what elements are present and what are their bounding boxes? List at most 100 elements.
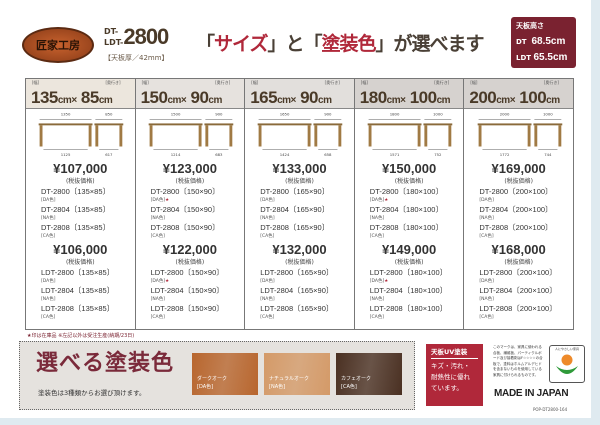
made-in-japan: MADE IN JAPAN [494,388,569,399]
color-code: [DA色] [41,198,56,203]
model-name: DT-2800〔165×90〕 [260,187,330,196]
times: × [290,95,297,106]
color-code: [DA色] [150,198,166,203]
times: × [509,95,516,106]
depth-value: 90 [190,88,209,107]
model-number: DT- LDT-2800 【天板厚／42mm】 [104,24,169,62]
dim-inner-depth: 744 [544,152,552,157]
model-name: DT-2804〔200×100〕 [479,205,553,214]
price-section: ¥107,000 (税抜価格) DT-2800〔135×85〕 [DA色] DT-28… [26,161,135,321]
tax-note: (税抜価格) [175,178,205,185]
width-value: 180 [359,88,387,107]
model-name: LDT-2808〔165×90〕 [260,304,334,313]
dim-inner-width: 1424 [280,152,290,157]
dim-depth: 900 [215,112,223,117]
thickness-note: 【天板厚／42mm】 [104,54,169,62]
stock-star-icon: ★ [165,279,170,284]
stock-star-icon: ★ [165,198,170,203]
height-dt-value: 68.5cm [531,36,566,47]
color-code: [CA色] [260,315,275,320]
depth-label: [奥行き] [324,80,340,85]
dim-width: 1800 [390,112,400,117]
dim-inner-width: 1571 [390,152,400,157]
depth-value: 90 [300,88,319,107]
color-code: [NA色] [41,216,56,221]
tax-note: (税抜価格) [65,178,95,185]
color-code: [CA色] [479,234,494,239]
size-column: [幅] [奥行き] 135cm× 85cm 1350 850 1125 617 … [26,79,136,329]
dt-model-item: DT-2804〔180×100〕 [NA色] [355,204,464,222]
color-code: [CA色] [150,315,165,320]
model-name: LDT-2808〔180×100〕 [369,304,448,313]
dt-model-item: DT-2800〔150×90〕 [DA色]★ [136,186,245,204]
model-name: LDT-2800〔180×100〕 [369,268,448,277]
stock-note: ★印は在庫品 ※左記以外は受注生産(納期/23日) [27,333,135,339]
ldt-price: ¥132,000 [272,242,327,257]
eco-leaf-icon [556,354,578,374]
size-header: [幅] [奥行き] 150cm× 90cm [135,79,245,111]
unit: cm [167,95,181,106]
model-name: LDT-2800〔200×100〕 [479,268,557,277]
dim-inner-width: 1772 [499,152,509,157]
dim-inner-depth: 683 [215,152,223,157]
model-name: DT-2804〔150×90〕 [150,205,220,214]
ldt-model-item: LDT-2800〔180×100〕 [DA色]★ [355,267,464,285]
ldt-price: ¥149,000 [381,242,437,257]
model-name: LDT-2804〔200×100〕 [479,286,557,295]
model-name: LDT-2804〔180×100〕 [369,286,448,295]
size-column: [幅] [奥行き] 150cm× 90cm 1500 900 1214 683 … [135,79,246,329]
uv-line: 耐熱性に優れ [431,373,470,381]
dt-model-item: DT-2808〔180×100〕 [CA色] [355,222,464,240]
height-title: 天板高さ [516,22,544,30]
dt-price: ¥123,000 [162,161,217,176]
dt-model-item: DT-2800〔200×100〕 [DA色] [464,186,573,204]
width-label: [幅] [141,80,149,85]
tax-note: (税抜価格) [285,178,314,185]
ldt-model-item: LDT-2804〔180×100〕 [NA色] [355,285,464,303]
color-code: [CA色] [260,234,275,239]
dt-model-item: DT-2804〔150×90〕 [NA色] [136,204,245,222]
color-code: [DA色] [41,279,56,284]
height-dt: DT 68.5cm [516,34,571,50]
unit: cm [208,95,222,106]
color-code: [DA色] [369,279,385,284]
dt-price: ¥150,000 [381,161,437,176]
swatch-code: [NA色] [269,384,286,390]
stock-star-icon: ★ [384,279,389,284]
unit: cm [386,95,401,106]
price-section: ¥169,000 (税抜価格) DT-2800〔200×100〕 [DA色] DT-2… [464,161,573,321]
product-code: POP-DT2800-164 [533,407,568,412]
eco-mark: 人にやさしい家具 [549,345,585,383]
tax-note: (税抜価格) [394,178,424,185]
times: × [180,95,187,106]
ldt-model-item: LDT-2808〔165×90〕 [CA色] [245,303,354,321]
dt-model-item: DT-2808〔165×90〕 [CA色] [245,222,354,240]
depth-value: 100 [409,88,437,107]
color-code: [NA色] [260,297,275,302]
color-code: [DA色] [479,279,494,284]
model-name: LDT-2804〔135×85〕 [41,286,115,295]
dt-model-item: DT-2808〔200×100〕 [CA色] [464,222,573,240]
color-code: [NA色] [479,297,494,302]
dim-width: 2000 [499,112,509,117]
swatch-name: カフェオーク [341,376,372,382]
model-name: DT-2808〔135×85〕 [41,223,111,232]
times: × [400,95,406,106]
depth-label: [奥行き] [543,80,559,85]
model-prefix: DT- LDT- [104,26,123,48]
depth-label: [奥行き] [434,80,450,85]
width-label: [幅] [251,80,259,85]
dim-inner-width: 1125 [61,152,71,157]
color-code: [NA色] [369,216,385,221]
size-dims: 150cm× 90cm [141,87,223,111]
unit: cm [436,95,451,106]
size-dims: 135cm× 85cm [31,87,113,111]
ldt-model-item: LDT-2800〔135×85〕 [DA色] [26,267,135,285]
price-section: ¥133,000 (税抜価格) DT-2800〔165×90〕 [DA色] DT-28… [245,161,354,321]
color-code: [DA色] [479,198,494,203]
price-section: ¥150,000 (税抜価格) DT-2800〔180×100〕 [DA色]★ DT-… [355,161,464,321]
tax-note: (税抜価格) [65,259,95,266]
tax-note: (税抜価格) [285,259,314,266]
size-column: [幅] [奥行き] 200cm× 100cm 2000 1000 1772 74… [464,79,573,329]
width-label: [幅] [32,80,40,85]
